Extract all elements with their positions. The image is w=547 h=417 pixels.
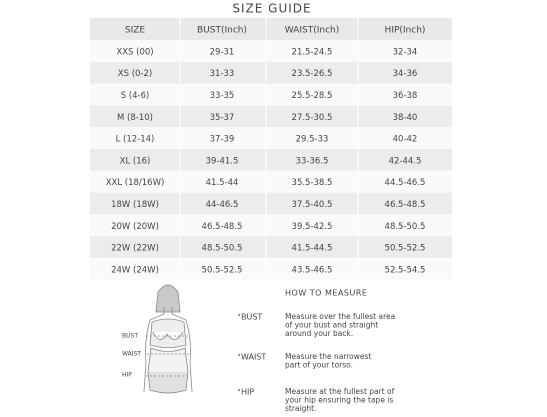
table-cell: 43.5-46.5 bbox=[292, 265, 333, 275]
column-header: BUST(Inch) bbox=[197, 26, 247, 36]
table-cell: 44-46.5 bbox=[206, 200, 239, 210]
table-cell: M (8-10) bbox=[117, 113, 153, 123]
table-cell: 50.5-52.5 bbox=[202, 265, 243, 275]
table-cell: S (4-6) bbox=[121, 91, 150, 101]
measure-text: straight. bbox=[285, 404, 316, 413]
measure-label: BUST bbox=[241, 313, 262, 322]
table-cell: 21.5-24.5 bbox=[292, 47, 333, 57]
table-cell: 46.5-48.5 bbox=[202, 222, 243, 232]
table-cell: 35.5-38.5 bbox=[292, 178, 333, 188]
table-cell: 42-44.5 bbox=[389, 156, 422, 166]
table-cell: 48.5-50.5 bbox=[202, 244, 243, 254]
measure-text: Measure over the fullest area bbox=[285, 312, 395, 321]
table-cell: 50.5-52.5 bbox=[385, 244, 426, 254]
table-cell: 25.5-28.5 bbox=[292, 91, 333, 101]
table-cell: 39.5-42.5 bbox=[292, 222, 333, 232]
table-cell: XXS (00) bbox=[116, 47, 153, 57]
table-cell: 29.5-33 bbox=[296, 135, 329, 145]
table-cell: XS (0-2) bbox=[118, 69, 152, 79]
table-cell: 38-40 bbox=[393, 113, 418, 123]
table-cell: 24W (24W) bbox=[111, 265, 159, 275]
table-cell: 33-36.5 bbox=[296, 156, 329, 166]
table-cell: 35-37 bbox=[210, 113, 235, 123]
table-cell: L (12-14) bbox=[116, 135, 155, 145]
figure-label: HIP bbox=[122, 372, 132, 379]
bullet bbox=[238, 314, 240, 316]
table-cell: 37-39 bbox=[210, 135, 235, 145]
table-cell: 48.5-50.5 bbox=[385, 222, 426, 232]
how-to-measure-title: HOW TO MEASURE bbox=[285, 289, 367, 298]
measure-label: HIP bbox=[241, 388, 254, 397]
measure-text: of your bust and straight bbox=[285, 321, 378, 330]
bullet bbox=[238, 354, 240, 356]
table-cell: 31-33 bbox=[210, 69, 235, 79]
measure-text: Measure at the fullest part of bbox=[285, 387, 395, 396]
column-header: WAIST(Inch) bbox=[285, 26, 339, 36]
table-cell: 44.5-46.5 bbox=[385, 178, 426, 188]
table-cell: 40-42 bbox=[393, 135, 418, 145]
table-cell: 34-36 bbox=[393, 69, 418, 79]
figure-label: WAIST bbox=[122, 351, 141, 358]
table-cell: 41.5-44.5 bbox=[292, 244, 333, 254]
table-cell: 29-31 bbox=[210, 47, 235, 57]
title: SIZE GUIDE bbox=[232, 2, 311, 16]
table-cell: 27.5-30.5 bbox=[292, 113, 333, 123]
table-cell: 20W (20W) bbox=[111, 222, 159, 232]
table-cell: 36-38 bbox=[393, 91, 418, 101]
figure-drawing bbox=[143, 284, 193, 394]
table-cell: XL (16) bbox=[120, 156, 151, 166]
measure-text: part of your torso. bbox=[285, 361, 353, 370]
table-cell: 33-35 bbox=[210, 91, 235, 101]
table-cell: 39-41.5 bbox=[206, 156, 239, 166]
measure-label: WAIST bbox=[241, 353, 266, 362]
measure-text: around your back. bbox=[285, 329, 353, 338]
table-cell: 46.5-48.5 bbox=[385, 200, 426, 210]
measure-text: your hip ensuring the tape is bbox=[285, 396, 393, 405]
table-cell: 23.5-26.5 bbox=[292, 69, 333, 79]
table-cell: XXL (18/16W) bbox=[106, 178, 165, 188]
column-header: SIZE bbox=[125, 26, 146, 36]
measure-text: Measure the narrowest bbox=[285, 352, 371, 361]
table-cell: 41.5-44 bbox=[206, 178, 239, 188]
bullet bbox=[238, 389, 240, 391]
table-cell: 32-34 bbox=[393, 47, 418, 57]
table-cell: 18W (18W) bbox=[111, 200, 159, 210]
column-header: HIP(Inch) bbox=[385, 26, 426, 36]
figure-label: BUST bbox=[122, 333, 138, 340]
table-cell: 22W (22W) bbox=[111, 244, 159, 254]
table-cell: 52.5-54.5 bbox=[385, 265, 426, 275]
table-cell: 37.5-40.5 bbox=[292, 200, 333, 210]
